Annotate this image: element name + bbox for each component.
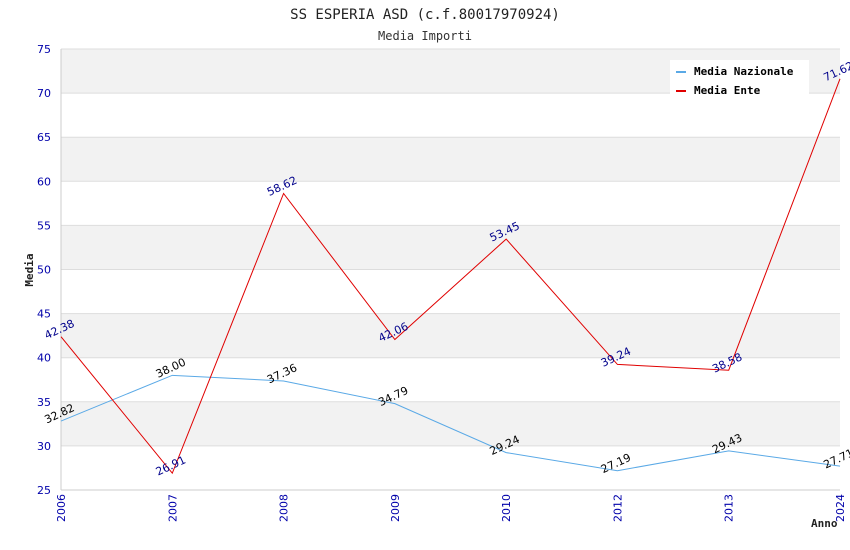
x-axis-label: Anno — [811, 517, 838, 530]
background-band — [61, 313, 840, 358]
background-band — [61, 269, 840, 314]
y-tick-label: 70 — [37, 87, 51, 100]
y-axis-label: Media — [23, 253, 36, 286]
y-tick-label: 50 — [37, 264, 51, 277]
y-tick-label: 40 — [37, 352, 51, 365]
x-tick-label: 2013 — [723, 494, 736, 522]
legend-box — [670, 60, 809, 95]
y-tick-label: 45 — [37, 308, 51, 321]
y-tick-labels: 25 30 35 40 45 50 55 60 65 70 75 — [37, 43, 51, 497]
plot-background-bands — [61, 49, 840, 490]
chart-subtitle: Media Importi — [378, 29, 472, 43]
y-tick-label: 65 — [37, 131, 51, 144]
legend-label-media-ente: Media Ente — [694, 84, 761, 97]
series-line-media-ente — [60, 78, 841, 475]
series-line-media-nazionale — [60, 374, 841, 472]
y-tick-label: 35 — [37, 396, 51, 409]
chart-title: SS ESPERIA ASD (c.f.80017970924) — [290, 7, 560, 23]
y-tick-label: 60 — [37, 175, 51, 188]
x-tick-label: 2009 — [389, 494, 402, 522]
legend-label-media-nazionale: Media Nazionale — [694, 65, 794, 78]
x-tick-label: 2010 — [500, 494, 513, 522]
y-tick-label: 75 — [37, 43, 51, 56]
axes — [60, 49, 840, 491]
background-band — [61, 401, 840, 446]
background-band — [61, 357, 840, 402]
background-band — [61, 137, 840, 182]
background-band — [61, 225, 840, 270]
x-tick-labels: 2006 2007 2008 2009 2010 2012 2013 2024 — [55, 494, 847, 522]
background-band — [61, 181, 840, 226]
y-tick-label: 55 — [37, 219, 51, 232]
legend: Media Nazionale Media Ente — [670, 60, 809, 97]
x-tick-label: 2008 — [278, 494, 291, 522]
x-tick-label: 2024 — [834, 494, 847, 522]
background-band — [61, 93, 840, 138]
background-band — [61, 445, 840, 490]
x-tick-label: 2012 — [611, 494, 624, 522]
x-tick-label: 2007 — [166, 494, 179, 522]
series-lines — [60, 78, 841, 475]
y-tick-label: 30 — [37, 440, 51, 453]
x-tick-label: 2006 — [55, 494, 68, 522]
y-tick-label: 25 — [37, 484, 51, 497]
